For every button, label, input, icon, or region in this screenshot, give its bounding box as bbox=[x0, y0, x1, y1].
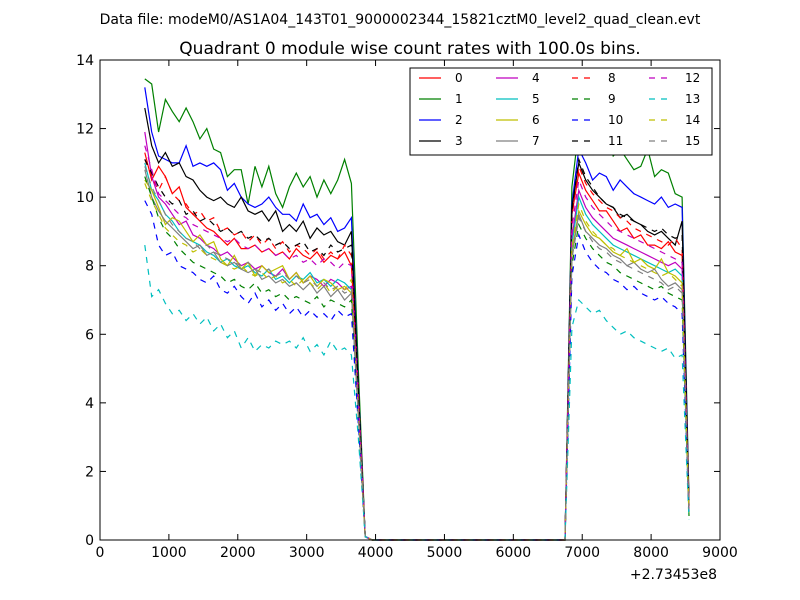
legend-label-1: 1 bbox=[455, 92, 463, 106]
legend-label-2: 2 bbox=[455, 113, 463, 127]
legend-label-3: 3 bbox=[455, 134, 463, 148]
x-tick-label: 6000 bbox=[496, 545, 532, 561]
series-line-15 bbox=[144, 166, 690, 541]
x-tick-label: 5000 bbox=[427, 545, 463, 561]
y-tick-label: 8 bbox=[85, 259, 94, 275]
series-line-13 bbox=[144, 245, 690, 541]
y-tick-label: 14 bbox=[76, 53, 94, 69]
series-line-11 bbox=[144, 157, 690, 541]
figure-suptitle: Data file: modeM0/AS1A04_143T01_90000023… bbox=[100, 12, 701, 28]
x-offset-label: +2.73453e8 bbox=[630, 567, 717, 583]
x-tick-label: 9000 bbox=[702, 545, 738, 561]
series-line-5 bbox=[144, 162, 690, 541]
x-tick-label: 2000 bbox=[220, 545, 256, 561]
series-line-9 bbox=[144, 176, 690, 541]
series-line-7 bbox=[144, 169, 690, 541]
axes-frame bbox=[99, 59, 721, 541]
legend-label-6: 6 bbox=[532, 113, 540, 127]
x-tick-label: 4000 bbox=[358, 545, 394, 561]
legend-label-13: 13 bbox=[685, 92, 700, 106]
x-tick-label: 3000 bbox=[289, 545, 325, 561]
legend-label-11: 11 bbox=[608, 134, 623, 148]
series-line-4 bbox=[144, 131, 690, 541]
y-tick-label: 6 bbox=[85, 327, 94, 343]
series-line-10 bbox=[144, 200, 690, 541]
legend-label-14: 14 bbox=[685, 113, 700, 127]
legend-label-15: 15 bbox=[685, 134, 700, 148]
legend-label-10: 10 bbox=[608, 113, 623, 127]
y-tick-label: 4 bbox=[85, 396, 94, 412]
y-tick-label: 2 bbox=[85, 464, 94, 480]
x-tick-label: 7000 bbox=[564, 545, 600, 561]
x-tick-label: 0 bbox=[96, 545, 105, 561]
series-line-8 bbox=[144, 159, 690, 541]
ticks-layer: 0 1000 2000 3000 4000 5000 6000 7000 8000 9000 0 2 4… bbox=[76, 53, 738, 561]
series-line-0 bbox=[144, 152, 690, 541]
x-tick-label: 8000 bbox=[633, 545, 669, 561]
series-line-14 bbox=[144, 183, 690, 541]
y-tick-label: 12 bbox=[76, 122, 94, 138]
legend-label-0: 0 bbox=[455, 71, 463, 85]
legend-label-9: 9 bbox=[608, 92, 616, 106]
legend-label-5: 5 bbox=[532, 92, 540, 106]
legend-label-12: 12 bbox=[685, 71, 700, 85]
x-tick-label: 1000 bbox=[151, 545, 187, 561]
legend-label-8: 8 bbox=[608, 71, 616, 85]
legend-label-7: 7 bbox=[532, 134, 540, 148]
y-tick-label: 10 bbox=[76, 190, 94, 206]
legend-label-4: 4 bbox=[532, 71, 540, 85]
series-line-6 bbox=[144, 179, 690, 541]
y-tick-label: 0 bbox=[85, 533, 94, 549]
chart-title: Quadrant 0 module wise count rates with … bbox=[179, 39, 640, 59]
